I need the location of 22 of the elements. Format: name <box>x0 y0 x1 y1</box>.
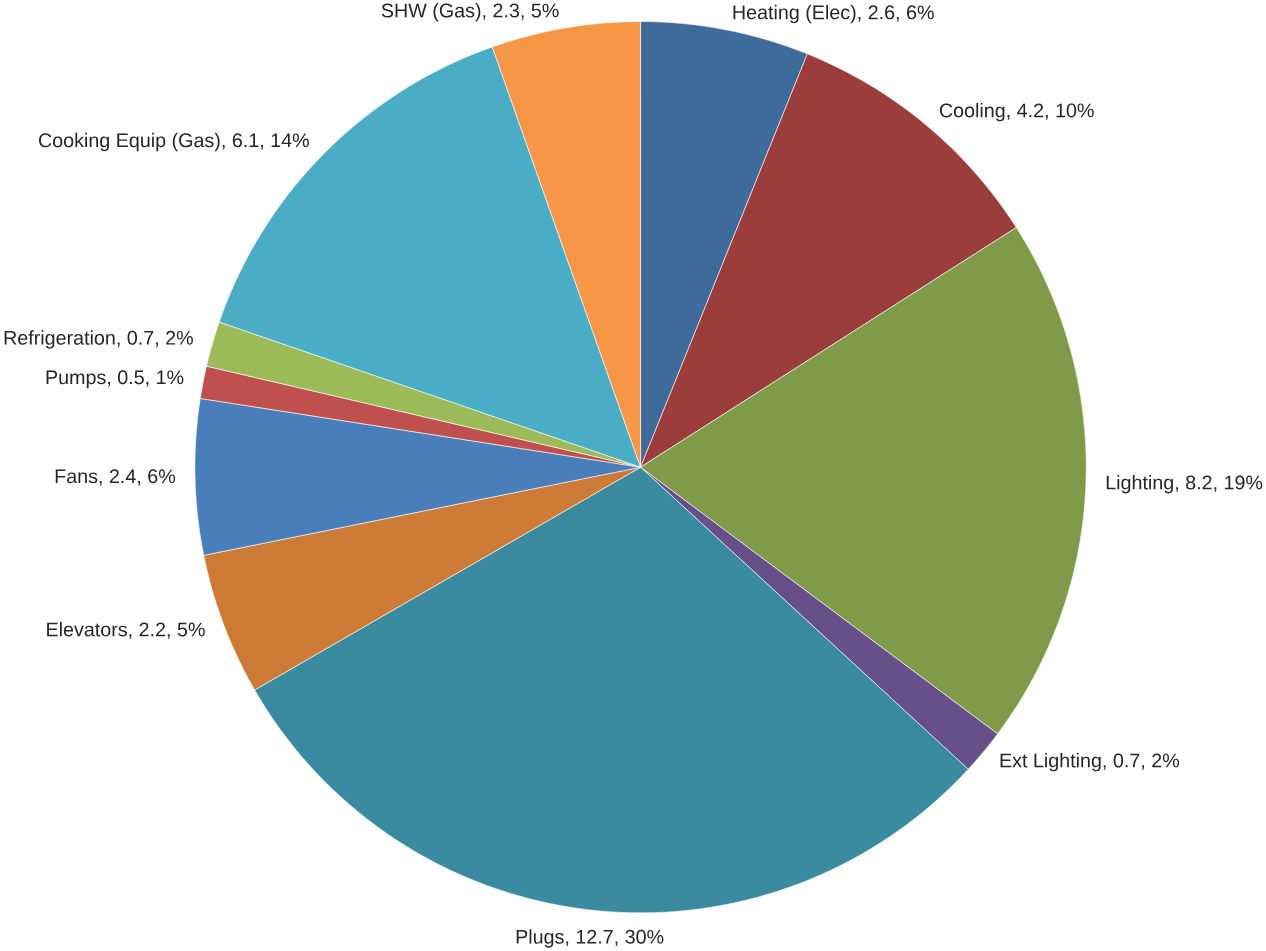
slice-label: Refrigeration <box>4 330 115 349</box>
data-label: , 0.7, 2% <box>1103 753 1180 770</box>
data-label: , 6.1, 14% <box>222 133 309 150</box>
slice-label: Heating (Elec) <box>733 4 856 24</box>
slice-label: Elevators <box>47 622 127 637</box>
data-label: , 0.7, 2% <box>117 330 193 348</box>
data-label: , 2.3, 5% <box>483 3 559 20</box>
data-label: , 2.6, 6% <box>858 5 934 22</box>
slice-label: Ext Lighting <box>1000 753 1101 772</box>
slice-label: Fans <box>55 469 98 484</box>
data-label: , 2.4, 6% <box>99 469 176 486</box>
data-label: , 2.2, 5% <box>129 622 205 639</box>
data-label: , 12.7, 30% <box>566 929 664 947</box>
slice-label: Lighting <box>1106 475 1173 494</box>
data-label: , 4.2, 10% <box>1007 103 1094 120</box>
data-label: , 0.5, 1% <box>108 370 184 387</box>
slice-label: SHW (Gas) <box>381 3 481 22</box>
slice-label: Pumps <box>46 370 106 389</box>
slice-label: Cooling <box>939 103 1005 122</box>
slice-label: Plugs <box>516 929 564 948</box>
slice-label: Cooking Equip (Gas) <box>38 132 220 152</box>
data-label: , 8.2, 19% <box>1175 475 1263 492</box>
